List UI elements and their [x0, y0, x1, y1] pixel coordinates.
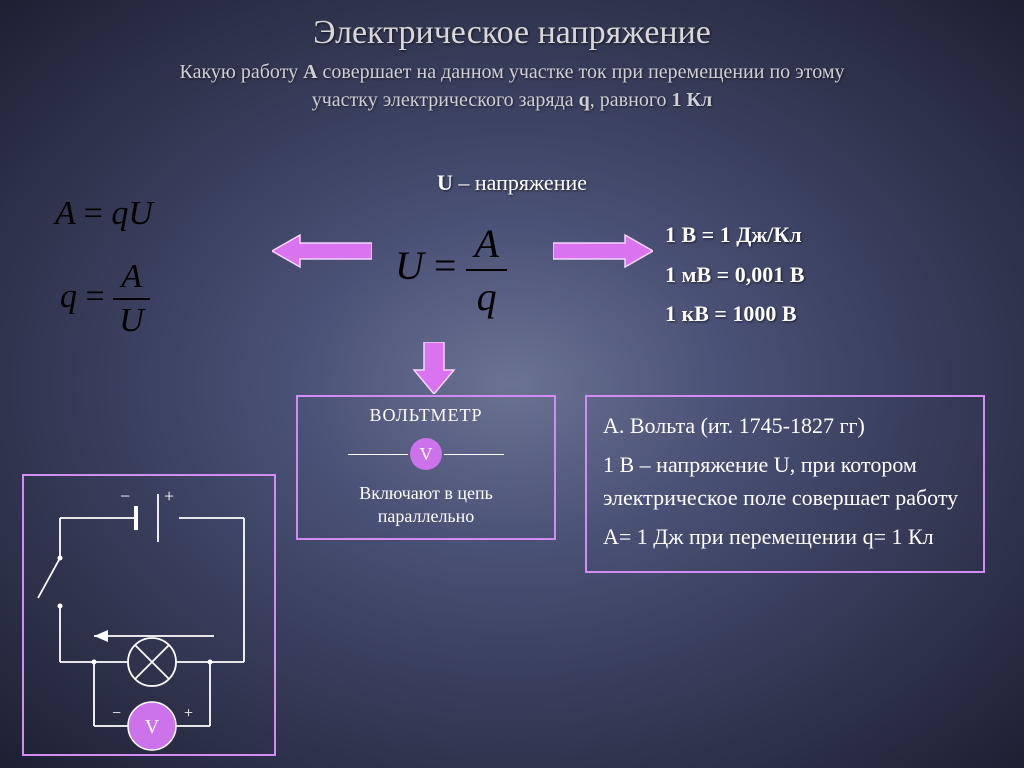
voltmeter-wire-right: [444, 454, 504, 455]
sub-p4: , равного: [590, 89, 672, 111]
voltmeter-circle-icon: V: [410, 438, 442, 470]
u-bold: U: [437, 170, 453, 195]
formula-a-equals-qu: A = qU: [55, 195, 153, 233]
svg-text:−: −: [120, 486, 130, 506]
sub-q: q: [579, 89, 590, 111]
unit-line-3: 1 кВ = 1000 В: [665, 294, 804, 334]
page-subtitle: Какую работу А совершает на данном участ…: [0, 58, 1024, 114]
voltmeter-wire-left: [348, 454, 408, 455]
info-line-3: А= 1 Дж при перемещении q= 1 Кл: [603, 520, 967, 553]
voltmeter-title: ВОЛЬТМЕТР: [306, 405, 546, 426]
circuit-svg: − + V − +: [24, 476, 274, 754]
voltmeter-symbol: V: [336, 436, 516, 472]
sub-p2: совершает на данном участке ток при пере…: [318, 61, 845, 83]
arrow-down-icon: [412, 342, 456, 399]
svg-text:V: V: [145, 716, 160, 738]
vm-cap-l1: Включают в цепь: [359, 483, 493, 503]
formula-u-equals-a-over-q: U = A q: [395, 220, 507, 320]
u-voltage-label: U – напряжение: [0, 170, 1024, 196]
arrow-left-icon: [272, 233, 372, 274]
sub-p3: участку электрического заряда: [312, 89, 579, 111]
sub-A: А: [303, 61, 317, 83]
svg-text:+: +: [164, 486, 174, 506]
sub-1kl: 1 Кл: [672, 89, 713, 111]
unit-line-2: 1 мВ = 0,001 В: [665, 255, 804, 295]
arrow-right-icon: [553, 233, 653, 274]
vm-cap-l2: параллельно: [378, 506, 475, 526]
voltmeter-caption: Включают в цепь параллельно: [306, 482, 546, 529]
page-title: Электрическое напряжение: [0, 0, 1024, 52]
info-line-1: А. Вольта (ит. 1745-1827 гг): [603, 409, 967, 442]
u-rest: – напряжение: [453, 170, 587, 195]
voltmeter-panel: ВОЛЬТМЕТР V Включают в цепь параллельно: [296, 395, 556, 540]
volta-info-panel: А. Вольта (ит. 1745-1827 гг) 1 В – напря…: [585, 395, 985, 573]
formula-q-equals-a-over-u: q = A U: [60, 258, 150, 340]
units-list: 1 В = 1 Дж/Кл 1 мВ = 0,001 В 1 кВ = 1000…: [665, 215, 804, 334]
sub-p1: Какую работу: [180, 61, 304, 83]
svg-text:−: −: [112, 705, 121, 722]
circuit-diagram: − + V − +: [22, 474, 276, 756]
info-line-2: 1 В – напряжение U, при котором электрич…: [603, 448, 967, 514]
svg-text:+: +: [184, 705, 193, 722]
unit-line-1: 1 В = 1 Дж/Кл: [665, 215, 804, 255]
